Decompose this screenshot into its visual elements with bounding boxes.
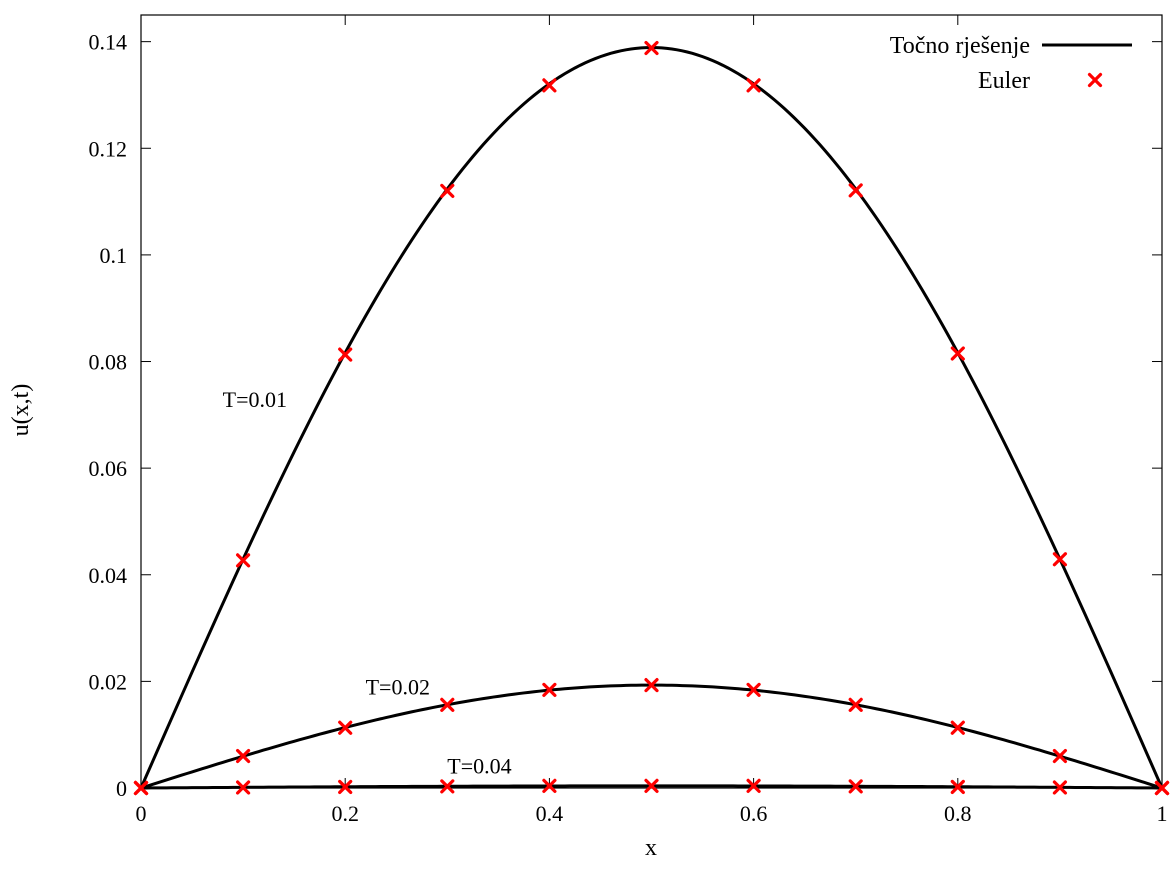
- curve-label: T=0.04: [447, 754, 511, 779]
- euler-point: [338, 779, 353, 795]
- euler-point-stroke: [440, 183, 455, 199]
- euler-point-stroke: [950, 346, 965, 361]
- euler-point: [440, 697, 455, 712]
- euler-point-stroke: [133, 780, 149, 796]
- euler-point-stroke: [236, 553, 251, 568]
- y-tick-label: 0.14: [89, 30, 128, 55]
- euler-point: [848, 697, 863, 712]
- euler-point-stroke: [950, 779, 965, 795]
- euler-point: [338, 720, 353, 735]
- euler-point: [746, 778, 761, 793]
- euler-point: [644, 678, 659, 693]
- y-tick-label: 0.12: [89, 136, 128, 161]
- euler-point: [542, 778, 557, 793]
- x-tick-label: 0.4: [536, 801, 564, 826]
- euler-point-stroke: [746, 778, 761, 793]
- x-tick-label: 0.6: [740, 801, 768, 826]
- euler-point-stroke: [542, 682, 557, 698]
- x-axis-title: x: [645, 835, 657, 861]
- euler-point: [133, 780, 149, 796]
- euler-point-stroke: [338, 347, 353, 362]
- legend-cross-mark: [1087, 72, 1103, 88]
- euler-point: [1052, 748, 1068, 764]
- euler-markers: [133, 40, 1170, 796]
- euler-point: [542, 682, 557, 698]
- x-tick-label: 0.2: [331, 801, 359, 826]
- euler-point-stroke: [848, 697, 863, 712]
- euler-point: [1052, 552, 1068, 567]
- euler-point: [1154, 780, 1170, 796]
- euler-point: [1052, 780, 1068, 795]
- y-tick-label: 0.04: [89, 563, 128, 588]
- exact-solution-curves: [139, 46, 1164, 790]
- euler-point: [440, 779, 455, 794]
- euler-point-stroke: [746, 682, 761, 698]
- curve-label: T=0.02: [366, 675, 430, 700]
- x-tick-label: 0: [136, 801, 147, 826]
- exact-curve-T=0.01: [139, 46, 1164, 789]
- euler-point: [950, 720, 965, 735]
- curve-labels: T=0.01 T=0.02 T=0.04: [223, 387, 512, 779]
- axis-ticks: 0 0.2 0.4 0.6 0.8 1 0 0.02 0.04 0.06 0.08 0.1 0.12 0.…: [89, 15, 1168, 826]
- euler-point-stroke: [746, 78, 761, 93]
- euler-point-stroke: [644, 778, 659, 793]
- euler-point: [644, 40, 659, 56]
- euler-point: [950, 346, 965, 361]
- legend: Točno rješenje Euler: [890, 33, 1132, 94]
- euler-point: [542, 78, 557, 93]
- x-tick-label: 0.8: [944, 801, 972, 826]
- euler-point-stroke: [1052, 552, 1068, 567]
- euler-point-stroke: [542, 78, 557, 93]
- euler-point: [848, 779, 863, 794]
- euler-point-stroke: [542, 778, 557, 793]
- euler-point-stroke: [236, 780, 251, 795]
- euler-point-stroke: [950, 720, 965, 735]
- euler-point-stroke: [1087, 72, 1103, 88]
- euler-point: [950, 779, 965, 795]
- y-tick-label: 0.06: [89, 456, 128, 481]
- euler-point-stroke: [440, 779, 455, 794]
- euler-point-stroke: [338, 779, 353, 795]
- euler-point-stroke: [338, 720, 353, 735]
- plot-border: [140, 14, 1163, 789]
- legend-cross-swatch: [1087, 72, 1103, 88]
- legend-label-euler: Euler: [978, 68, 1030, 94]
- y-tick-label: 0.1: [100, 243, 128, 268]
- euler-point-stroke: [1052, 780, 1068, 795]
- exact-curve-T=0.02: [140, 683, 1163, 790]
- euler-point-stroke: [848, 779, 863, 794]
- legend-label-exact: Točno rješenje: [890, 33, 1030, 59]
- x-tick-label: 1: [1157, 801, 1168, 826]
- euler-point: [236, 553, 251, 568]
- y-axis-title: u(x,t): [8, 384, 34, 437]
- euler-point: [440, 183, 455, 199]
- euler-point: [848, 183, 863, 198]
- euler-point-stroke: [644, 678, 659, 693]
- euler-point-stroke: [848, 183, 863, 198]
- euler-point: [746, 78, 761, 93]
- euler-point-stroke: [1052, 748, 1068, 764]
- euler-point: [644, 778, 659, 793]
- euler-point-stroke: [1154, 780, 1170, 796]
- y-tick-label: 0: [116, 776, 127, 801]
- euler-point-stroke: [236, 748, 251, 764]
- curve-label: T=0.01: [223, 387, 287, 412]
- euler-point: [236, 748, 251, 764]
- euler-point-stroke: [440, 697, 455, 712]
- euler-point: [338, 347, 353, 362]
- plot-area: [140, 14, 1163, 789]
- euler-point: [746, 682, 761, 698]
- y-tick-label: 0.02: [89, 669, 128, 694]
- euler-point: [236, 780, 251, 795]
- euler-point-stroke: [644, 40, 659, 56]
- y-tick-label: 0.08: [89, 350, 128, 375]
